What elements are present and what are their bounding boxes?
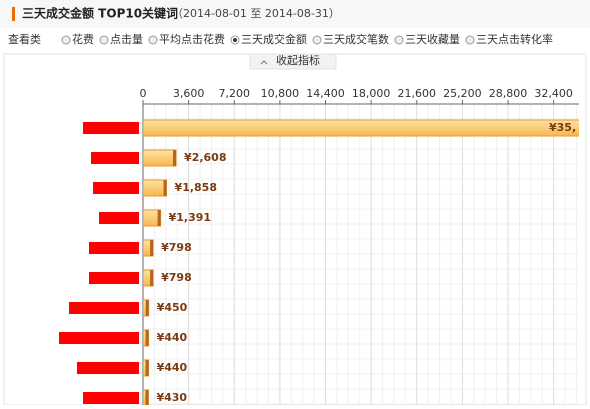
header-title: 三天成交金额 TOP10关键词: [22, 6, 178, 21]
redacted-label: [77, 362, 139, 374]
value-label: ¥450: [157, 301, 188, 314]
radio-label[interactable]: 三天成交笔数: [323, 32, 389, 46]
toggle-label[interactable]: 收起指标: [276, 53, 320, 67]
x-tick-label: 28,800: [489, 87, 528, 100]
radio-dot: [233, 38, 237, 42]
bar-end: [145, 390, 149, 405]
redacted-label: [89, 242, 139, 254]
redacted-label: [83, 392, 139, 404]
value-label: ¥440: [157, 361, 188, 374]
x-tick-label: 25,200: [443, 87, 482, 100]
bar-end: [145, 330, 149, 346]
bar: [143, 149, 177, 167]
value-label: ¥798: [161, 241, 192, 254]
value-label: ¥430: [156, 391, 187, 404]
radio-label[interactable]: 花费: [72, 33, 94, 46]
value-label: ¥2,608: [184, 151, 226, 164]
x-tick-label: 21,600: [398, 87, 437, 100]
bar-end: [157, 210, 161, 226]
value-label: ¥1,391: [169, 211, 211, 224]
x-tick-label: 18,000: [352, 87, 391, 100]
redacted-label: [83, 122, 139, 134]
header-bg: [0, 0, 590, 28]
value-label: ¥1,858: [175, 181, 217, 194]
redacted-label: [59, 332, 139, 344]
chart: 0 3,600 7,200 10,800 14,400 18,000 21,600 25,20…: [59, 87, 579, 405]
bars: [143, 119, 579, 405]
chart-frame: [3, 53, 587, 406]
redacted-label: [91, 152, 139, 164]
redacted-label: [99, 212, 139, 224]
value-label: ¥440: [157, 331, 188, 344]
x-tick-label: 14,400: [306, 87, 345, 100]
radio[interactable]: [312, 35, 322, 45]
bar-end: [173, 150, 177, 166]
redacted-label: [69, 302, 139, 314]
bar-end: [150, 240, 154, 256]
radio[interactable]: [465, 35, 475, 45]
bar: [143, 179, 168, 197]
value-label: ¥35,: [549, 121, 576, 134]
header-icon: [12, 7, 15, 21]
bar-end: [145, 360, 149, 376]
radio-label[interactable]: 三天成交金额: [241, 32, 307, 46]
bar-end: [145, 300, 149, 316]
header-date: （2014-08-01 至 2014-08-31）: [172, 7, 340, 20]
x-tick-label: 0: [140, 87, 147, 100]
filter-label: 查看类: [8, 32, 41, 46]
radio[interactable]: [99, 35, 109, 45]
radio[interactable]: [394, 35, 404, 45]
radio-label[interactable]: 点击量: [110, 33, 143, 46]
x-tick-label: 32,400: [534, 87, 573, 100]
toggle-tab[interactable]: [249, 53, 337, 70]
x-tick-label: 3,600: [173, 87, 205, 100]
redacted-label: [89, 272, 139, 284]
radio-label[interactable]: 三天收藏量: [405, 32, 460, 46]
radio[interactable]: [148, 35, 158, 45]
value-label: ¥798: [161, 271, 192, 284]
filter-options: 花费 点击量 平均点击花费 三天成交金额 三天成交笔数 三天收藏量 三天点击转化率: [61, 32, 553, 46]
x-tick-label: 7,200: [219, 87, 251, 100]
bar-end: [163, 180, 167, 196]
toggle-chevron: [260, 60, 268, 65]
radio-label[interactable]: 平均点击花费: [159, 33, 225, 46]
redacted-label: [93, 182, 139, 194]
radio-label[interactable]: 三天点击转化率: [476, 32, 553, 46]
bar: [143, 119, 579, 137]
x-tick-label: 10,800: [261, 87, 300, 100]
radio[interactable]: [61, 35, 71, 45]
bar-end: [150, 270, 154, 286]
